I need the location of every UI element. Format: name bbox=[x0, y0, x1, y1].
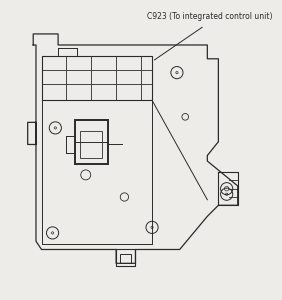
Text: C923 (To integrated control unit): C923 (To integrated control unit) bbox=[147, 13, 273, 22]
Bar bbox=[80, 131, 102, 158]
Bar bbox=[75, 120, 108, 164]
Bar bbox=[120, 254, 131, 263]
